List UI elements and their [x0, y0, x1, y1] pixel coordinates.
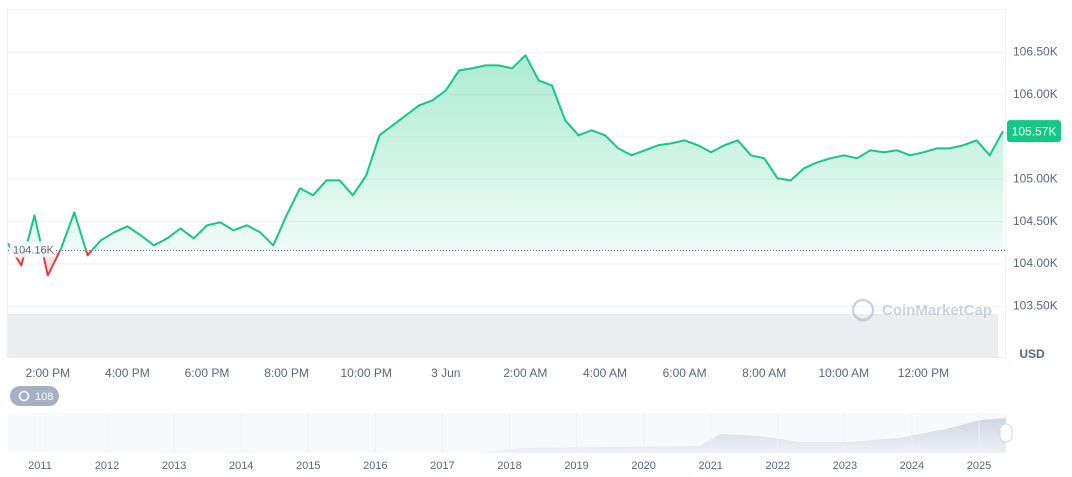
last-price-label: 105.57K	[1012, 124, 1057, 138]
x-tick-label: 6:00 AM	[663, 366, 707, 380]
navigator-year: 2013	[162, 460, 186, 472]
navigator-handle[interactable]	[999, 423, 1013, 443]
x-tick-label: 2:00 AM	[503, 366, 547, 380]
y-tick-label: 106.00K	[1013, 87, 1058, 101]
y-tick-label: 103.50K	[1013, 299, 1058, 313]
navigator-area	[8, 418, 1006, 453]
baseline-label: 104.16K	[13, 244, 55, 256]
price-line-above	[7, 54, 1004, 251]
navigator-year: 2016	[363, 460, 387, 472]
navigator-year: 2012	[95, 460, 119, 472]
zoom-badge[interactable]: 108	[10, 386, 59, 406]
baseline-label-bg	[10, 241, 56, 258]
watermark: CoinMarketCap	[851, 298, 992, 322]
x-tick-label: 8:00 AM	[742, 366, 786, 380]
navigator-year: 2019	[564, 460, 588, 472]
navigator-year: 2015	[296, 460, 320, 472]
y-tick-label: 106.50K	[1013, 45, 1058, 59]
x-tick-label: 3 Jun	[431, 366, 460, 380]
y-tick-label: 104.50K	[1013, 214, 1058, 228]
x-tick-label: 6:00 PM	[185, 366, 230, 380]
x-tick-label: 2:00 PM	[25, 366, 70, 380]
navigator-year: 2021	[698, 460, 722, 472]
x-tick-label: 10:00 PM	[341, 366, 392, 380]
y-tick-label: 105.00K	[1013, 172, 1058, 186]
navigator-year: 2011	[28, 460, 52, 472]
zoom-badge-bg	[10, 386, 59, 406]
area-below	[12, 250, 92, 276]
navigator-year: 2020	[631, 460, 655, 472]
last-price-bg	[1007, 120, 1061, 143]
navigator-year: 2024	[900, 460, 924, 472]
area-above	[8, 55, 1003, 251]
y-tick-label: 104.00K	[1013, 256, 1058, 270]
x-tick-label: 12:00 PM	[898, 366, 949, 380]
navigator-year: 2022	[766, 460, 790, 472]
x-tick-label: 4:00 PM	[105, 366, 150, 380]
x-tick-label: 4:00 AM	[583, 366, 627, 380]
navigator-year: 2014	[229, 460, 253, 472]
watermark-text: CoinMarketCap	[882, 302, 992, 319]
x-tick-label: 8:00 PM	[264, 366, 309, 380]
volume-strip	[8, 314, 998, 358]
navigator-year: 2017	[430, 460, 454, 472]
zoom-label: 108	[35, 391, 53, 403]
navigator-year: 2018	[497, 460, 521, 472]
navigator-year: 2023	[833, 460, 857, 472]
x-tick-label: 10:00 AM	[818, 366, 869, 380]
zoom-icon	[18, 390, 30, 402]
watermark-logo	[851, 298, 875, 322]
currency-label: USD	[1019, 347, 1045, 361]
navigator-year: 2025	[967, 460, 991, 472]
